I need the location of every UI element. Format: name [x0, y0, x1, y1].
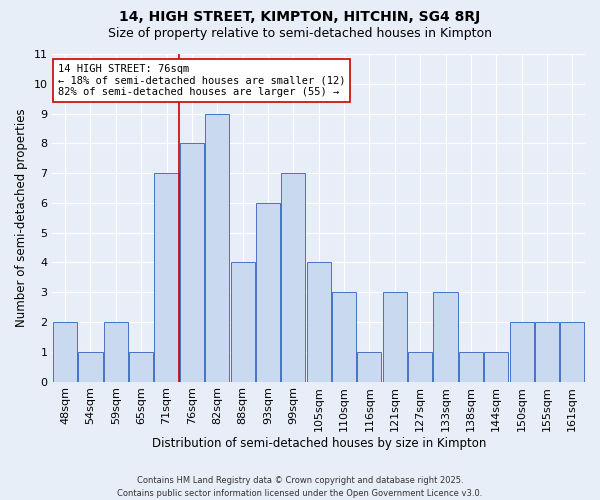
Bar	[509, 322, 533, 382]
Bar	[560, 322, 584, 382]
Bar	[332, 292, 356, 382]
Bar	[433, 292, 458, 382]
Bar	[408, 352, 432, 382]
Text: Size of property relative to semi-detached houses in Kimpton: Size of property relative to semi-detach…	[108, 28, 492, 40]
Bar	[484, 352, 508, 382]
Bar	[180, 144, 204, 382]
X-axis label: Distribution of semi-detached houses by size in Kimpton: Distribution of semi-detached houses by …	[152, 437, 486, 450]
Bar	[104, 322, 128, 382]
Bar	[383, 292, 407, 382]
Text: Contains HM Land Registry data © Crown copyright and database right 2025.
Contai: Contains HM Land Registry data © Crown c…	[118, 476, 482, 498]
Bar	[307, 262, 331, 382]
Bar	[53, 322, 77, 382]
Text: 14 HIGH STREET: 76sqm
← 18% of semi-detached houses are smaller (12)
82% of semi: 14 HIGH STREET: 76sqm ← 18% of semi-deta…	[58, 64, 345, 97]
Bar	[79, 352, 103, 382]
Bar	[129, 352, 153, 382]
Bar	[230, 262, 254, 382]
Y-axis label: Number of semi-detached properties: Number of semi-detached properties	[15, 108, 28, 327]
Bar	[205, 114, 229, 382]
Text: 14, HIGH STREET, KIMPTON, HITCHIN, SG4 8RJ: 14, HIGH STREET, KIMPTON, HITCHIN, SG4 8…	[119, 10, 481, 24]
Bar	[535, 322, 559, 382]
Bar	[358, 352, 382, 382]
Bar	[256, 203, 280, 382]
Bar	[281, 173, 305, 382]
Bar	[154, 173, 179, 382]
Bar	[459, 352, 483, 382]
